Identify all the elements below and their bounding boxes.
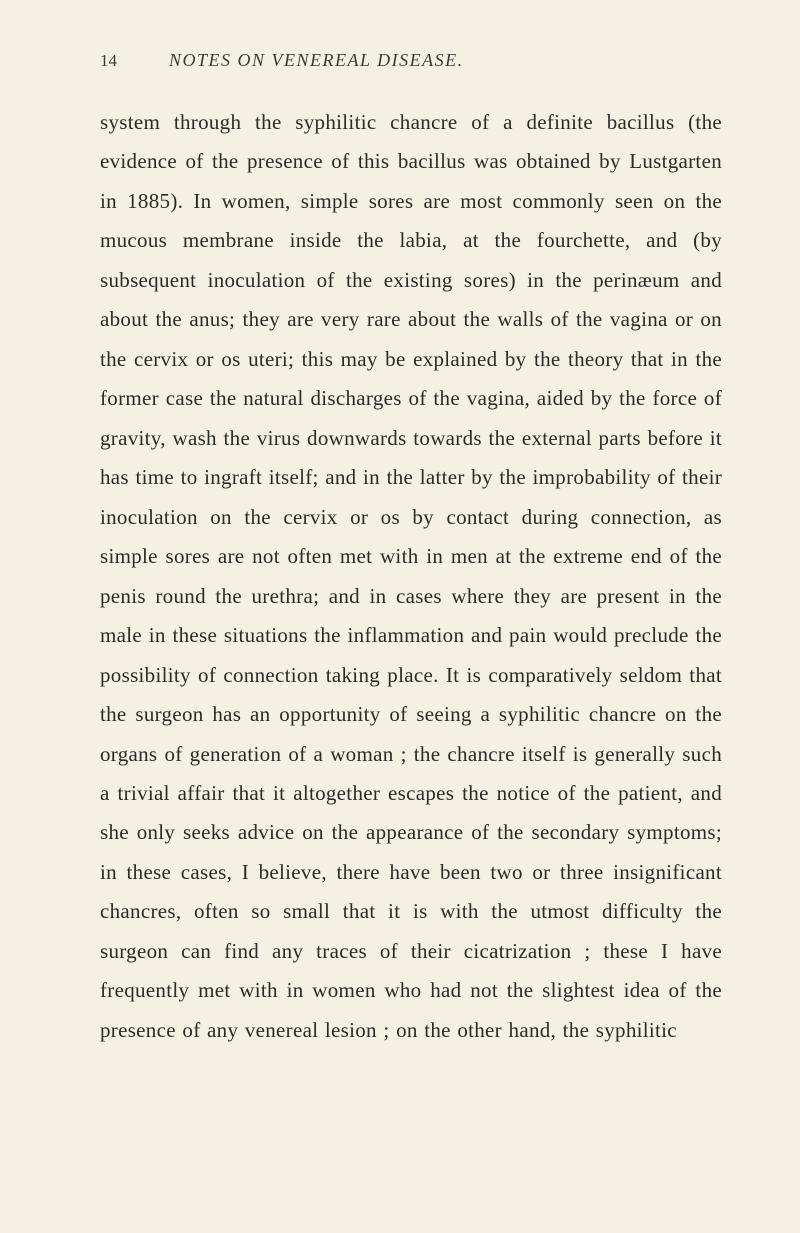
page-number: 14	[100, 51, 117, 71]
running-title: NOTES ON VENEREAL DISEASE.	[169, 50, 464, 71]
body-paragraph: system through the syphilitic chancre of…	[100, 103, 722, 1050]
page-container: 14 NOTES ON VENEREAL DISEASE. system thr…	[0, 0, 800, 1233]
page-header: 14 NOTES ON VENEREAL DISEASE.	[100, 50, 722, 71]
